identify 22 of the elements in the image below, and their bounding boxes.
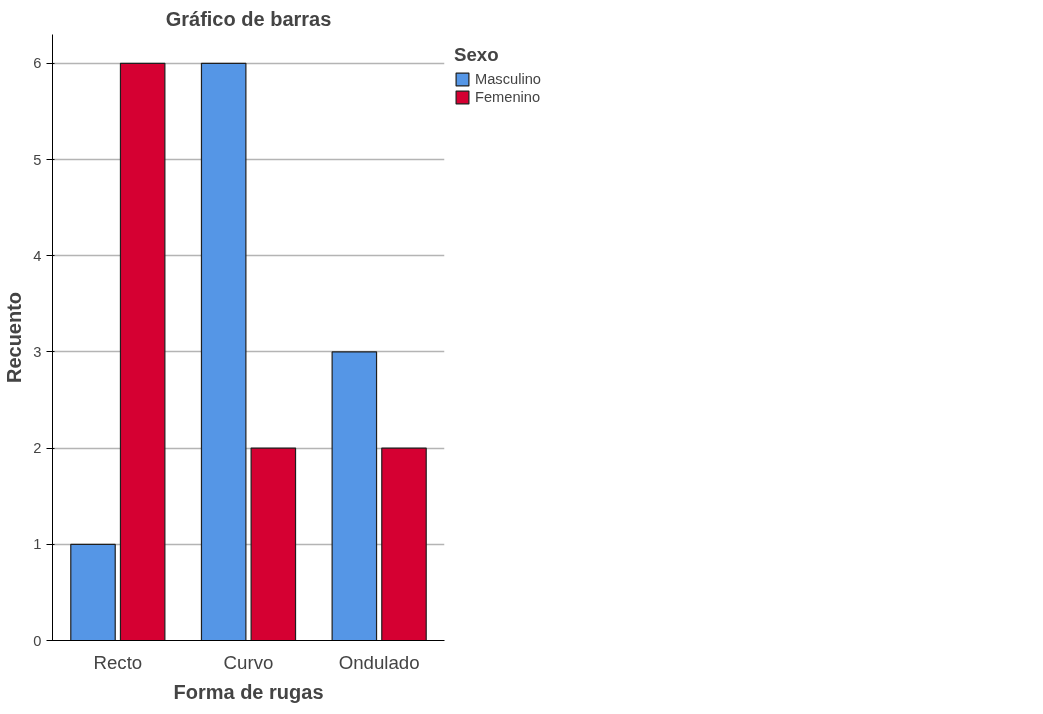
- y-tick-label: 2: [33, 440, 42, 457]
- x-tick-label: Recto: [93, 651, 143, 673]
- x-tick-label: Ondulado: [338, 651, 420, 673]
- y-tick-label: 5: [33, 151, 42, 168]
- y-tick-label: 4: [33, 247, 42, 264]
- legend-label: Masculino: [475, 71, 541, 87]
- y-tick-label: 0: [33, 632, 42, 649]
- x-axis-title: Forma de rugas: [173, 680, 324, 703]
- bar: [331, 351, 378, 641]
- legend-label: Femenino: [475, 89, 541, 105]
- y-tick-label: 6: [33, 55, 42, 72]
- bar: [381, 447, 427, 641]
- bar: [200, 62, 247, 641]
- bar: [119, 62, 166, 641]
- x-tick-label: Curvo: [223, 651, 274, 673]
- legend-title: Sexo: [454, 44, 500, 66]
- bar: [250, 447, 297, 641]
- chart-title: Gráfico de barras: [165, 7, 332, 30]
- y-axis-title: Recuento: [3, 291, 26, 384]
- y-tick-label: 1: [33, 536, 42, 553]
- bar: [70, 543, 116, 641]
- y-tick-label: 3: [33, 343, 42, 360]
